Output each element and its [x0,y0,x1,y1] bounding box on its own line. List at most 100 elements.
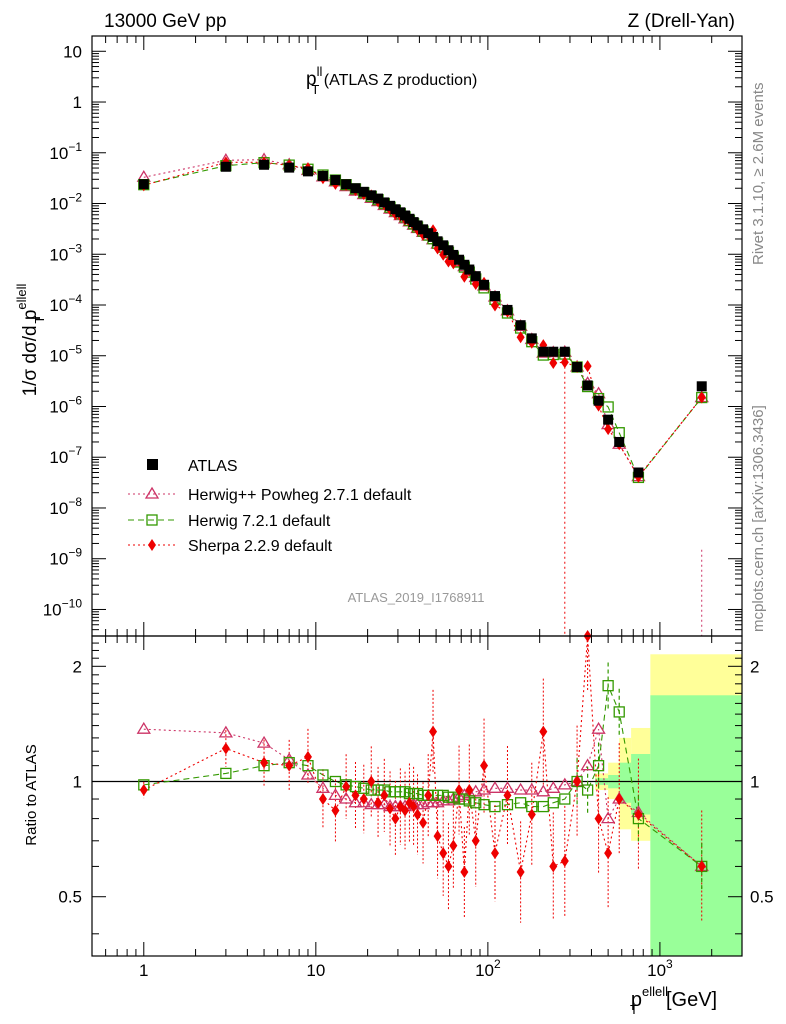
y-tick-label-11: 10−10 [43,596,83,619]
ratio-point-0-23 [430,795,445,808]
title-rest: (ATLAS Z production) [319,72,477,89]
ylabel-prefix: 1/σ dσ/d p [20,310,41,397]
ratio-point-2-27 [455,784,464,797]
xlabel-sup: ellell [642,984,668,999]
main-series-line-0 [143,159,703,478]
main-point-2-38 [560,356,569,369]
ratio-point-2-29 [465,784,474,797]
atlas-point-27 [454,254,465,265]
atlas-point-43 [614,436,625,447]
atlas-point-8 [350,183,361,194]
main-point-2-45 [697,391,706,404]
header-left: 13000 GeV pp [104,11,227,32]
legend-sherpa-marker [148,539,156,551]
atlas-point-40 [582,380,593,391]
y-tick-label-9: 10−8 [49,495,82,518]
ratio-point-0-37 [546,781,561,793]
band-green-2 [619,762,632,803]
atlas-point-34 [515,320,526,331]
ratio-point-2-13 [386,802,395,815]
ratio-point-2-11 [374,796,383,809]
ratio-point-2-45 [697,860,706,873]
xlabel-sub: T [630,1002,638,1017]
atlas-point-36 [538,346,549,357]
ratio-point-2-36 [539,725,548,738]
y-tick-label-7: 10−6 [49,393,82,416]
ratio-point-2-1 [221,742,230,755]
ratio-point-1-1 [220,767,232,780]
ratio-point-2-5 [318,793,327,806]
ratio-point-0-5 [315,781,331,793]
ratio-point-2-30 [471,834,480,847]
ratio-point-2-25 [444,860,453,873]
plot-title: pll T (ATLAS Z production) [306,64,477,97]
main-point-1-42 [602,401,614,413]
ratio-point-2-32 [490,847,499,860]
ratio-point-2-0 [139,784,148,797]
ratio-point-2-33 [503,789,512,802]
atlas-point-3 [284,162,295,173]
ratio-point-2-23 [433,830,442,843]
header-right: Z (Drell-Yan) [628,11,735,32]
ratio-point-0-9 [356,795,371,808]
y-tick-label-0: 10 [63,42,82,61]
atlas-point-4 [302,166,313,177]
ratio-point-2-3 [285,759,294,772]
y-tick-label-2: 10−1 [49,140,82,163]
rivet-version: Rivet 3.1.10, ≥ 2.6M events [750,83,767,266]
atlas-point-12 [379,197,390,208]
main-point-2-34 [516,331,525,344]
mcplots-credit: mcplots.cern.ch [arXiv:1306.3436] [750,405,767,632]
legend-atlas-label: ATLAS [188,458,238,475]
ratio-point-1-30 [470,797,482,809]
atlas-point-24 [438,240,449,251]
ratio-point-2-24 [439,847,448,860]
ratio-point-2-9 [359,793,368,806]
analysis-id: ATLAS_2019_I1768911 [348,590,485,605]
atlas-point-26 [448,249,459,260]
ratio-point-1-31 [478,799,490,811]
ratio-point-2-34 [516,866,525,879]
atlas-point-23 [432,236,443,247]
main-series-line-1 [143,162,703,479]
ratio-point-1-11 [372,784,384,796]
legend-atlas-marker [147,459,158,470]
ratio-point-2-8 [351,789,360,802]
ratio-point-0-2 [256,735,272,748]
atlas-point-38 [559,346,570,357]
ratio-point-0-0 [136,721,151,734]
svg-text:pellellT[GeV]: pellell T [GeV] [630,984,717,1017]
ratio-point-0-40 [580,758,595,771]
ratio-point-2-43 [615,793,624,806]
ratio-point-0-10 [364,797,379,810]
y-tick-label-5: 10−4 [49,292,82,315]
ratio-point-2-19 [413,808,422,821]
x-tick-label-0: 1 [139,961,148,980]
ratio-point-1-43 [613,706,625,718]
atlas-point-0 [138,179,149,190]
atlas-point-35 [526,333,537,344]
ratio-point-2-6 [331,804,340,817]
ratio-point-2-28 [460,866,469,879]
ratio-y-label: Ratio to ATLAS [23,744,40,845]
ratio-point-0-32 [487,781,503,793]
legend-herwigpp-label: Herwig++ Powheg 2.7.1 default [188,487,412,504]
ratio-point-2-21 [424,789,433,802]
ratio-point-0-26 [446,791,461,804]
svg-text:1/σ dσ/d pellellT: 1/σ dσ/d pellellT [14,283,47,396]
ratio-point-2-10 [367,775,376,788]
main-series-line-2 [143,161,703,478]
ratio-point-2-20 [419,816,428,829]
ratio-point-0-31 [476,782,492,795]
band-green-4 [650,695,742,956]
legend-herwig7-marker [146,514,158,526]
atlas-point-5 [317,170,328,181]
ratio-point-0-34 [513,782,528,795]
atlas-point-41 [593,395,604,406]
ratio-point-2-12 [380,789,389,802]
title-sup: ll [317,64,323,79]
atlas-point-10 [366,190,377,201]
ratio-tick-label-left-2: 2 [73,657,82,676]
ratio-point-0-38 [557,777,572,790]
